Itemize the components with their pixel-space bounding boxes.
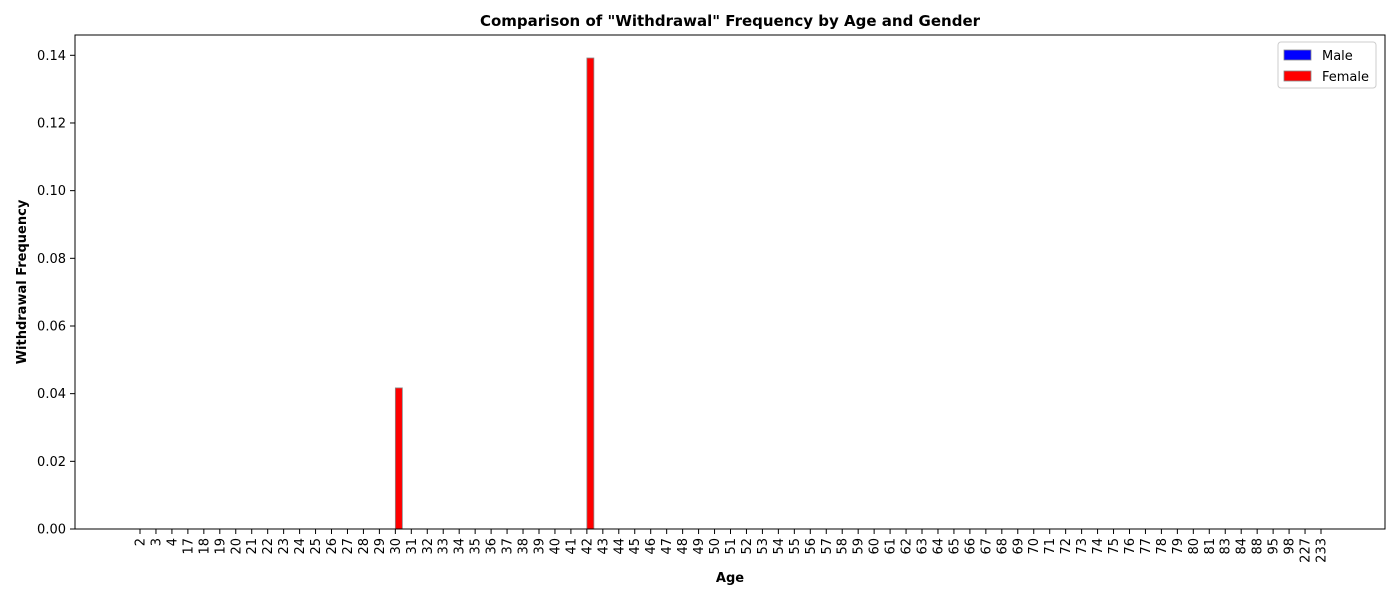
- x-tick-label: 37: [501, 538, 516, 555]
- x-tick-label: 35: [469, 538, 484, 555]
- x-tick-label: 26: [325, 538, 340, 555]
- legend: Male Female: [1277, 41, 1377, 89]
- x-tick-label: 59: [852, 538, 867, 555]
- x-tick-label: 17: [181, 538, 196, 555]
- x-tick-label: 80: [1187, 538, 1202, 555]
- x-tick-label: 2: [134, 538, 149, 546]
- x-tick-label: 19: [213, 538, 228, 555]
- x-tick-label: 38: [517, 538, 532, 555]
- x-tick-label: 22: [261, 538, 276, 555]
- x-tick-label: 56: [804, 538, 819, 555]
- x-tick-label: 60: [868, 538, 883, 555]
- x-tick-label: 30: [389, 538, 404, 555]
- x-tick-label: 57: [820, 538, 835, 555]
- x-tick-label: 31: [405, 538, 420, 555]
- x-tick-label: 75: [1107, 538, 1122, 555]
- x-tick-label: 42: [580, 538, 595, 555]
- y-tick-label: 0.14: [37, 49, 66, 64]
- female-bar: [394, 387, 403, 530]
- x-tick-label: 98: [1283, 538, 1298, 555]
- x-tick-label: 25: [309, 538, 324, 555]
- legend-swatch-male: [1283, 49, 1312, 61]
- x-axis-title: Age: [716, 571, 744, 586]
- x-tick-label: 39: [532, 538, 547, 555]
- x-tick-label: 50: [708, 538, 723, 555]
- x-tick-label: 77: [1139, 538, 1154, 555]
- x-tick-label: 46: [644, 538, 659, 555]
- x-tick-label: 34: [453, 538, 468, 555]
- x-tick-label: 83: [1219, 538, 1234, 555]
- x-tick-label: 79: [1171, 538, 1186, 555]
- x-tick-label: 227: [1299, 538, 1314, 563]
- legend-label-male: Male: [1322, 49, 1353, 64]
- x-tick-label: 69: [1011, 538, 1026, 555]
- bars-layer: [394, 57, 595, 530]
- x-tick-label: 73: [1075, 538, 1090, 555]
- x-tick-label: 66: [963, 538, 978, 555]
- x-tick-label: 20: [229, 538, 244, 555]
- x-tick-label: 68: [995, 538, 1010, 555]
- y-tick-label: 0.06: [37, 319, 66, 334]
- x-tick-label: 4: [165, 538, 180, 546]
- x-axis: 2 3 4 17 18 19 20 21 22 23 24 25 26 27 28 29 30 31 32 33 34 3…: [134, 529, 1330, 563]
- x-tick-label: 44: [612, 538, 627, 555]
- x-tick-label: 72: [1059, 538, 1074, 555]
- x-tick-label: 88: [1251, 538, 1266, 555]
- x-tick-label: 61: [884, 538, 899, 555]
- x-tick-label: 24: [293, 538, 308, 555]
- x-tick-label: 71: [1043, 538, 1058, 555]
- x-tick-label: 23: [277, 538, 292, 555]
- female-bar: [586, 57, 595, 530]
- x-tick-label: 55: [788, 538, 803, 555]
- plot-frame: [74, 34, 1386, 530]
- x-tick-label: 67: [979, 538, 994, 555]
- x-tick-label: 58: [836, 538, 851, 555]
- x-tick-label: 43: [596, 538, 611, 555]
- y-tick-label: 0.02: [37, 455, 66, 470]
- x-tick-label: 27: [341, 538, 356, 555]
- legend-label-female: Female: [1322, 70, 1369, 85]
- x-tick-label: 52: [740, 538, 755, 555]
- y-tick-label: 0.10: [37, 184, 66, 199]
- x-tick-label: 76: [1123, 538, 1138, 555]
- legend-swatch-female: [1283, 70, 1312, 82]
- x-tick-label: 32: [421, 538, 436, 555]
- x-tick-label: 65: [947, 538, 962, 555]
- x-tick-label: 70: [1027, 538, 1042, 555]
- y-tick-label: 0.04: [37, 387, 66, 402]
- x-tick-label: 40: [548, 538, 563, 555]
- x-tick-label: 45: [628, 538, 643, 555]
- x-tick-label: 78: [1155, 538, 1170, 555]
- x-tick-label: 3: [149, 538, 164, 546]
- x-tick-label: 51: [724, 538, 739, 555]
- x-tick-label: 49: [692, 538, 707, 555]
- x-tick-label: 21: [245, 538, 260, 555]
- y-axis-title: Withdrawal Frequency: [15, 199, 30, 364]
- y-axis: 0.00 0.02 0.04 0.06 0.08 0.10 0.12 0.14: [37, 49, 75, 538]
- x-tick-label: 84: [1235, 538, 1250, 555]
- x-tick-label: 63: [916, 538, 931, 555]
- x-tick-label: 81: [1203, 538, 1218, 555]
- y-tick-label: 0.08: [37, 252, 66, 267]
- x-tick-label: 28: [357, 538, 372, 555]
- x-tick-label: 29: [373, 538, 388, 555]
- x-tick-label: 47: [660, 538, 675, 555]
- x-tick-label: 233: [1315, 538, 1330, 563]
- x-tick-label: 53: [756, 538, 771, 555]
- x-tick-label: 64: [931, 538, 946, 555]
- x-tick-label: 74: [1091, 538, 1106, 555]
- x-tick-label: 33: [437, 538, 452, 555]
- x-tick-label: 48: [676, 538, 691, 555]
- x-tick-label: 62: [900, 538, 915, 555]
- y-tick-label: 0.12: [37, 116, 66, 131]
- x-tick-label: 36: [485, 538, 500, 555]
- x-tick-label: 95: [1267, 538, 1282, 555]
- x-tick-label: 41: [564, 538, 579, 555]
- x-tick-label: 18: [197, 538, 212, 555]
- y-tick-label: 0.00: [37, 523, 66, 538]
- chart-title: Comparison of "Withdrawal" Frequency by …: [480, 12, 981, 30]
- x-tick-label: 54: [772, 538, 787, 555]
